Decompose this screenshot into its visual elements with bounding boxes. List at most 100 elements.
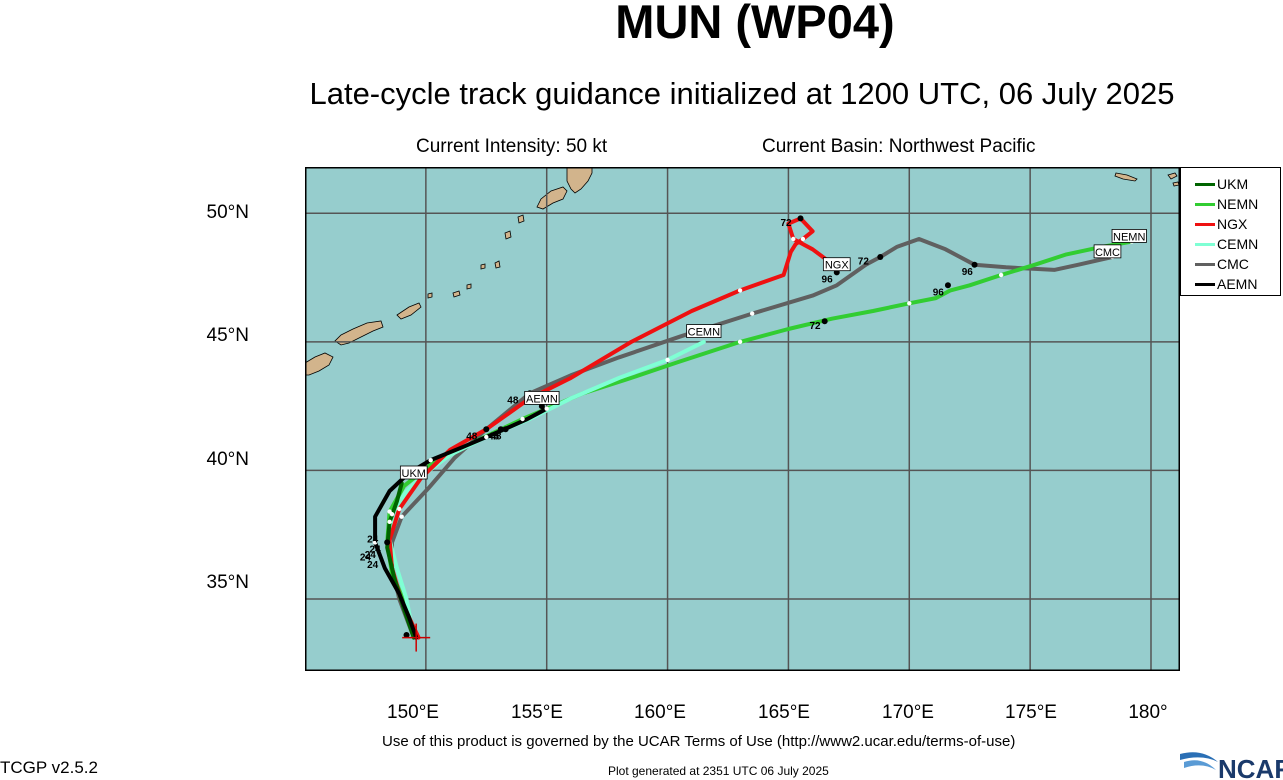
forecast-hour-dot [971,261,978,268]
hokkaido-land [334,320,384,346]
track-end-label-box [822,257,851,272]
track-point-cemn [665,357,670,363]
ocean-background [305,167,1180,671]
track-end-label: CMC [1095,247,1120,259]
version-label: TCGP v2.5.2 [0,758,98,777]
track-point-ngx [397,506,402,512]
track-end-label: NEMN [1113,231,1145,243]
track-end-label-box [399,465,428,480]
track-map: 487296CMC487296NEMNCEMN487296NGXUKM24242… [305,167,1180,671]
lon-tick-label: 150°E [387,702,439,723]
track-end-label-box [1111,229,1147,243]
lon-tick-label: 180° [1128,702,1168,723]
track-end-label: UKM [402,468,426,480]
legend-item-aemn: AEMN [1195,274,1257,294]
forecast-hour-label: 48 [507,396,519,407]
track-end-label-box [1093,244,1122,259]
forecast-hour-label: 96 [962,267,974,278]
legend-swatch [1195,242,1215,246]
legend-label: UKM [1217,176,1249,192]
current-intensity: Current Intensity: 50 kt [416,136,608,157]
legend-item-nemn: NEMN [1195,194,1258,214]
forecast-hour-label: 72 [780,218,792,229]
kuril-island [427,292,433,299]
forecast-hour-dot [497,426,504,433]
lon-tick-label: 175°E [1005,702,1057,723]
track-end-label-box [686,324,722,338]
track-point-cmc [399,514,404,519]
legend-item-ukm: UKM [1195,174,1248,194]
storm-position-marker [402,623,431,652]
legend: UKM NEMN NGX CEMN CMC AEMN [1180,167,1281,296]
forecast-hour-label: 48 [466,432,478,443]
legend-label: AEMN [1217,276,1258,292]
track-point-cmc [749,311,755,316]
forecast-hour-dot [403,632,410,638]
track-end-label: NGX [825,260,850,272]
track-point-ngx [791,236,796,242]
lat-tick-label: 50°N [206,202,249,223]
track-point-aemn [428,457,433,463]
forecast-hour-dot [502,426,509,433]
map-frame [305,167,1180,671]
kuril-island [466,283,472,290]
lon-tick-label: 165°E [758,702,810,723]
forecast-hour-dot [483,426,490,433]
legend-swatch [1195,222,1215,226]
generated-timestamp: Plot generated at 2351 UTC 06 July 2025 [608,764,829,778]
forecast-hour-label: 24 [365,550,377,561]
legend-swatch [1195,262,1215,266]
legend-swatch [1195,202,1215,206]
ncar-logo-text: NCAR [1218,754,1283,780]
terms-of-use-notice: Use of this product is governed by the U… [382,733,1016,750]
forecast-hour-label: 24 [370,545,382,556]
forecast-hour-dot [384,539,391,546]
forecast-hour-dot [821,318,828,325]
ncar-logo-swoosh [1184,760,1216,770]
lon-tick-label: 160°E [634,702,686,723]
forecast-hour-label: 72 [858,257,870,268]
lat-tick-label: 45°N [206,325,249,346]
legend-swatch [1195,282,1215,286]
forecast-hour-label: 24 [360,552,372,563]
forecast-hour-label: 72 [809,321,821,332]
track-point-aemn [372,540,378,545]
track-point-nemn [520,416,525,422]
track-point-ngx [737,288,743,293]
kuril-island [536,186,568,210]
lon-tick-label: 155°E [511,702,563,723]
track-aemn [373,406,549,640]
forecast-hour-label: 96 [822,275,834,286]
track-end-label: CEMN [688,327,720,339]
forecast-hour-dot [877,254,884,260]
kuril-island [517,214,525,224]
kamchatka-land [566,167,593,194]
aleutian-island [1172,181,1180,187]
kuril-island [396,302,422,320]
lat-tick-label: 35°N [206,572,249,593]
kuril-island [452,290,461,298]
legend-item-cmc: CMC [1195,254,1249,274]
forecast-hour-label: 48 [490,432,502,443]
track-end-label: AEMN [526,393,558,405]
track-end-label-box [524,391,560,405]
legend-label: CMC [1217,256,1249,272]
legend-label: NEMN [1217,196,1259,212]
legend-label: CEMN [1217,236,1259,252]
aleutian-island [1114,172,1138,182]
kuril-island [494,260,501,269]
ncar-logo: NCAR [1180,752,1283,780]
land-layer [305,167,1180,376]
map-subtitle: Late-cycle track guidance initialized at… [309,76,1175,111]
track-point-cemn [389,511,395,517]
current-basin: Current Basin: Northwest Pacific [762,136,1036,157]
ncar-logo-swoosh [1180,752,1218,762]
forecast-hour-label: 48 [488,432,500,443]
legend-item-cemn: CEMN [1195,234,1258,254]
track-point-aemn [544,406,549,411]
lat-lon-grid [305,167,1180,671]
forecast-hour-dot [944,282,951,289]
lat-tick-label: 40°N [206,449,249,470]
lon-tick-label: 170°E [882,702,934,723]
track-point-cemn [484,434,489,440]
